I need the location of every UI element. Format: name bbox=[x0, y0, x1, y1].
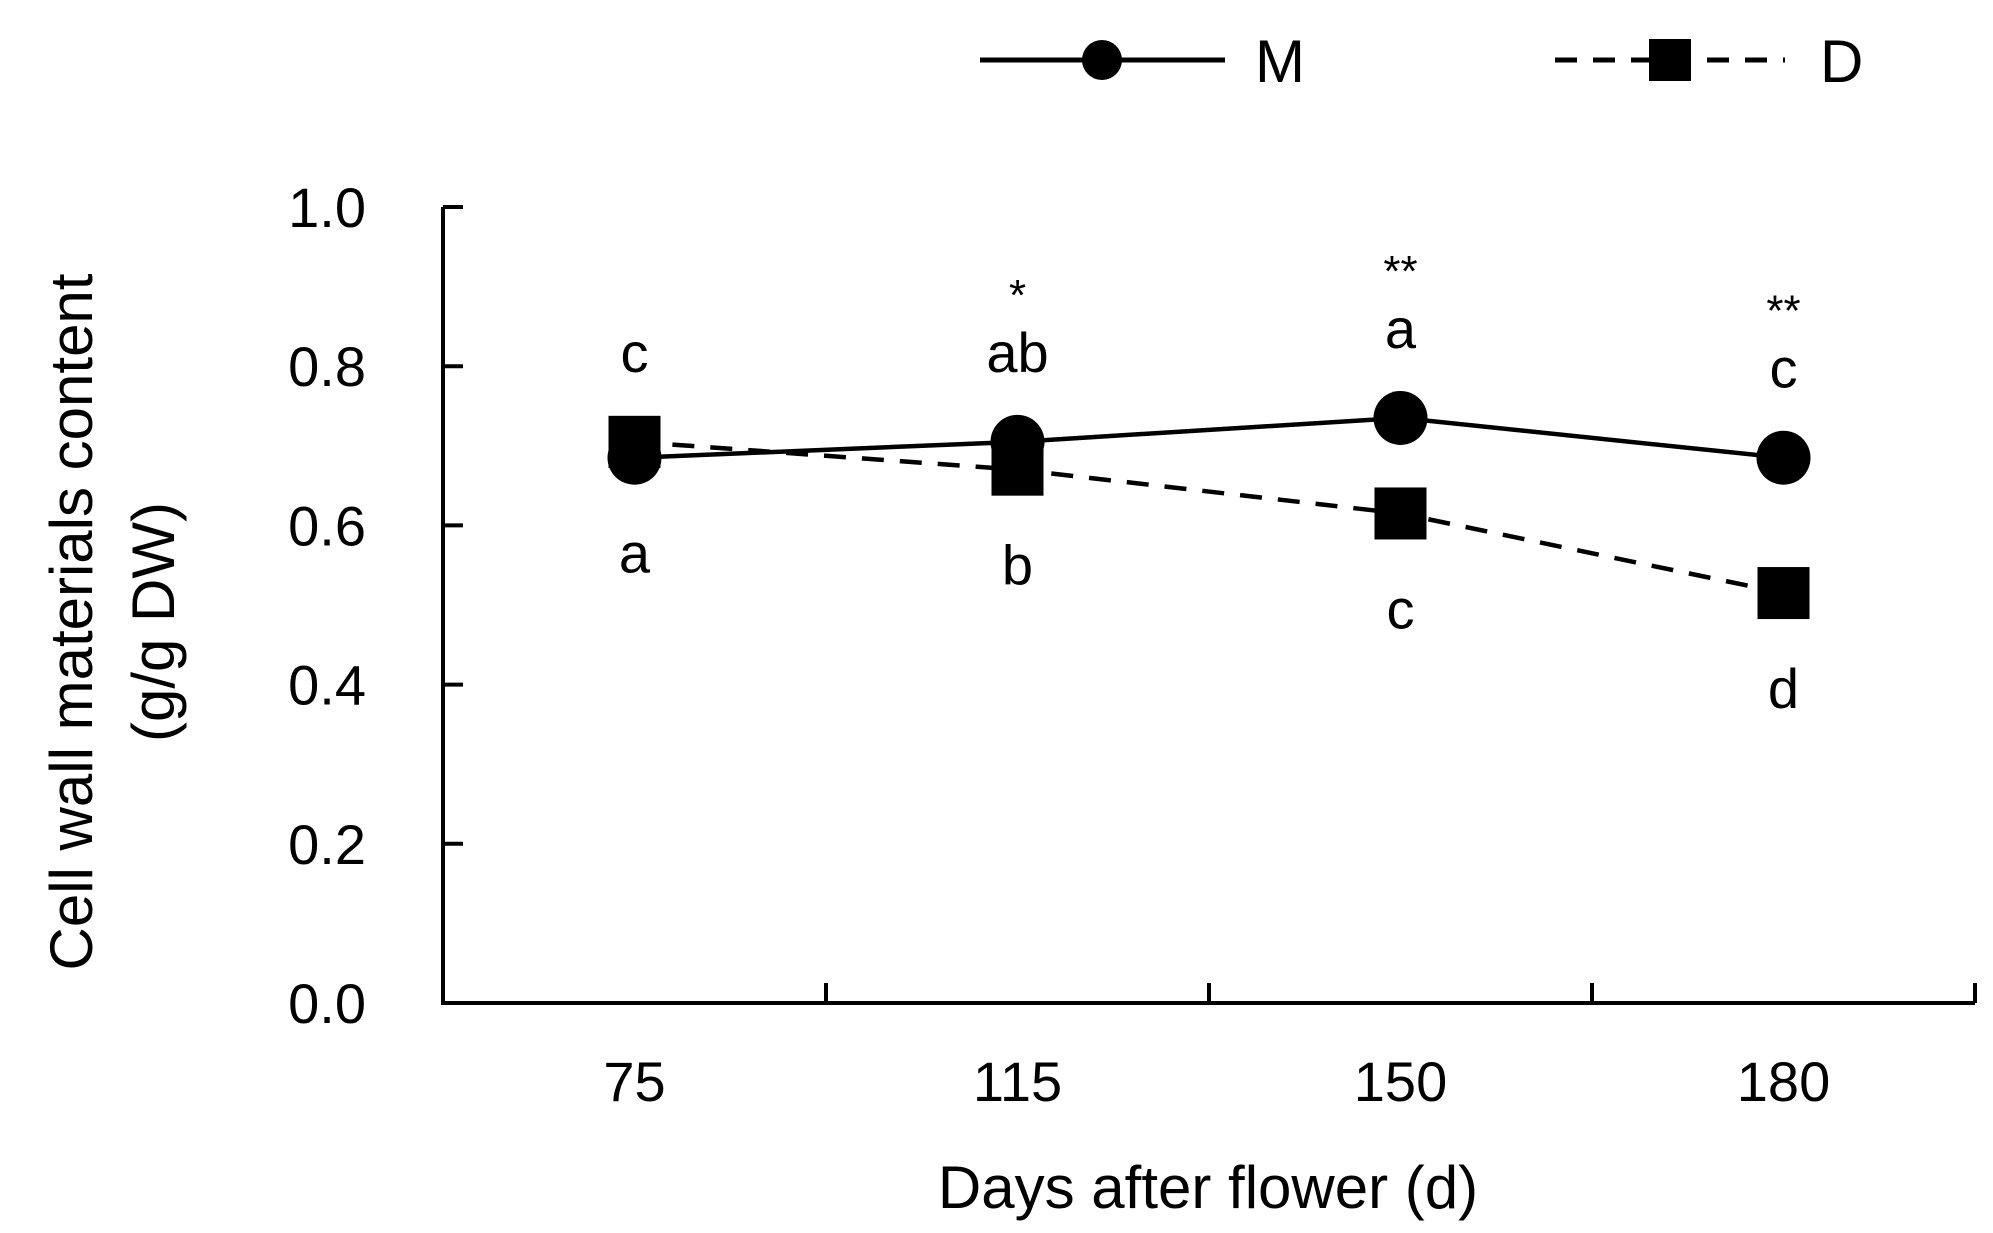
significance-letter: a bbox=[619, 522, 651, 585]
y-tick-label: 0.6 bbox=[288, 494, 366, 557]
legend: M D bbox=[980, 28, 1863, 95]
data-point-m bbox=[1756, 430, 1811, 485]
y-axis-title-line2: (g/g DW) bbox=[120, 502, 187, 742]
legend-marker-m bbox=[1082, 40, 1122, 80]
x-ticks: 75 115 150 180 bbox=[603, 983, 1977, 1113]
significance-star: ** bbox=[1383, 247, 1417, 296]
significance-star: ** bbox=[1766, 287, 1800, 336]
y-axis-title-line1: Cell wall materials content bbox=[38, 273, 105, 970]
significance-letter: a bbox=[1385, 297, 1417, 360]
data-point-m bbox=[1373, 390, 1428, 445]
y-tick-label: 0.8 bbox=[288, 335, 366, 398]
significance-letter: b bbox=[1002, 534, 1033, 597]
significance-letter: d bbox=[1768, 657, 1799, 720]
x-tick-label: 180 bbox=[1737, 1050, 1830, 1113]
x-tick-label: 150 bbox=[1354, 1050, 1447, 1113]
significance-star: * bbox=[1009, 271, 1026, 320]
y-tick-label: 0.0 bbox=[288, 972, 366, 1035]
data-point-m bbox=[607, 430, 662, 485]
significance-letter: c bbox=[1387, 577, 1415, 640]
significance-letter: ab bbox=[986, 321, 1048, 384]
x-axis-title: Days after flower (d) bbox=[938, 1154, 1478, 1221]
y-tick-label: 0.4 bbox=[288, 654, 366, 717]
legend-marker-d bbox=[1649, 39, 1691, 81]
series-line-d bbox=[634, 439, 1784, 596]
significance-letter: c bbox=[621, 321, 649, 384]
legend-label-m: M bbox=[1255, 28, 1305, 95]
data-point-d bbox=[1757, 567, 1810, 620]
x-tick-label: 115 bbox=[973, 1050, 1062, 1113]
data-point-m bbox=[990, 414, 1045, 469]
significance-letter: c bbox=[1770, 337, 1798, 400]
x-tick-label: 75 bbox=[603, 1050, 665, 1113]
legend-label-d: D bbox=[1820, 28, 1863, 95]
y-ticks: 0.0 0.2 0.4 0.6 0.8 1.0 bbox=[288, 176, 463, 1035]
series-line-m bbox=[634, 415, 1784, 460]
y-tick-label: 0.2 bbox=[288, 813, 366, 876]
data-point-d bbox=[1374, 487, 1427, 540]
y-tick-label: 1.0 bbox=[288, 176, 366, 239]
